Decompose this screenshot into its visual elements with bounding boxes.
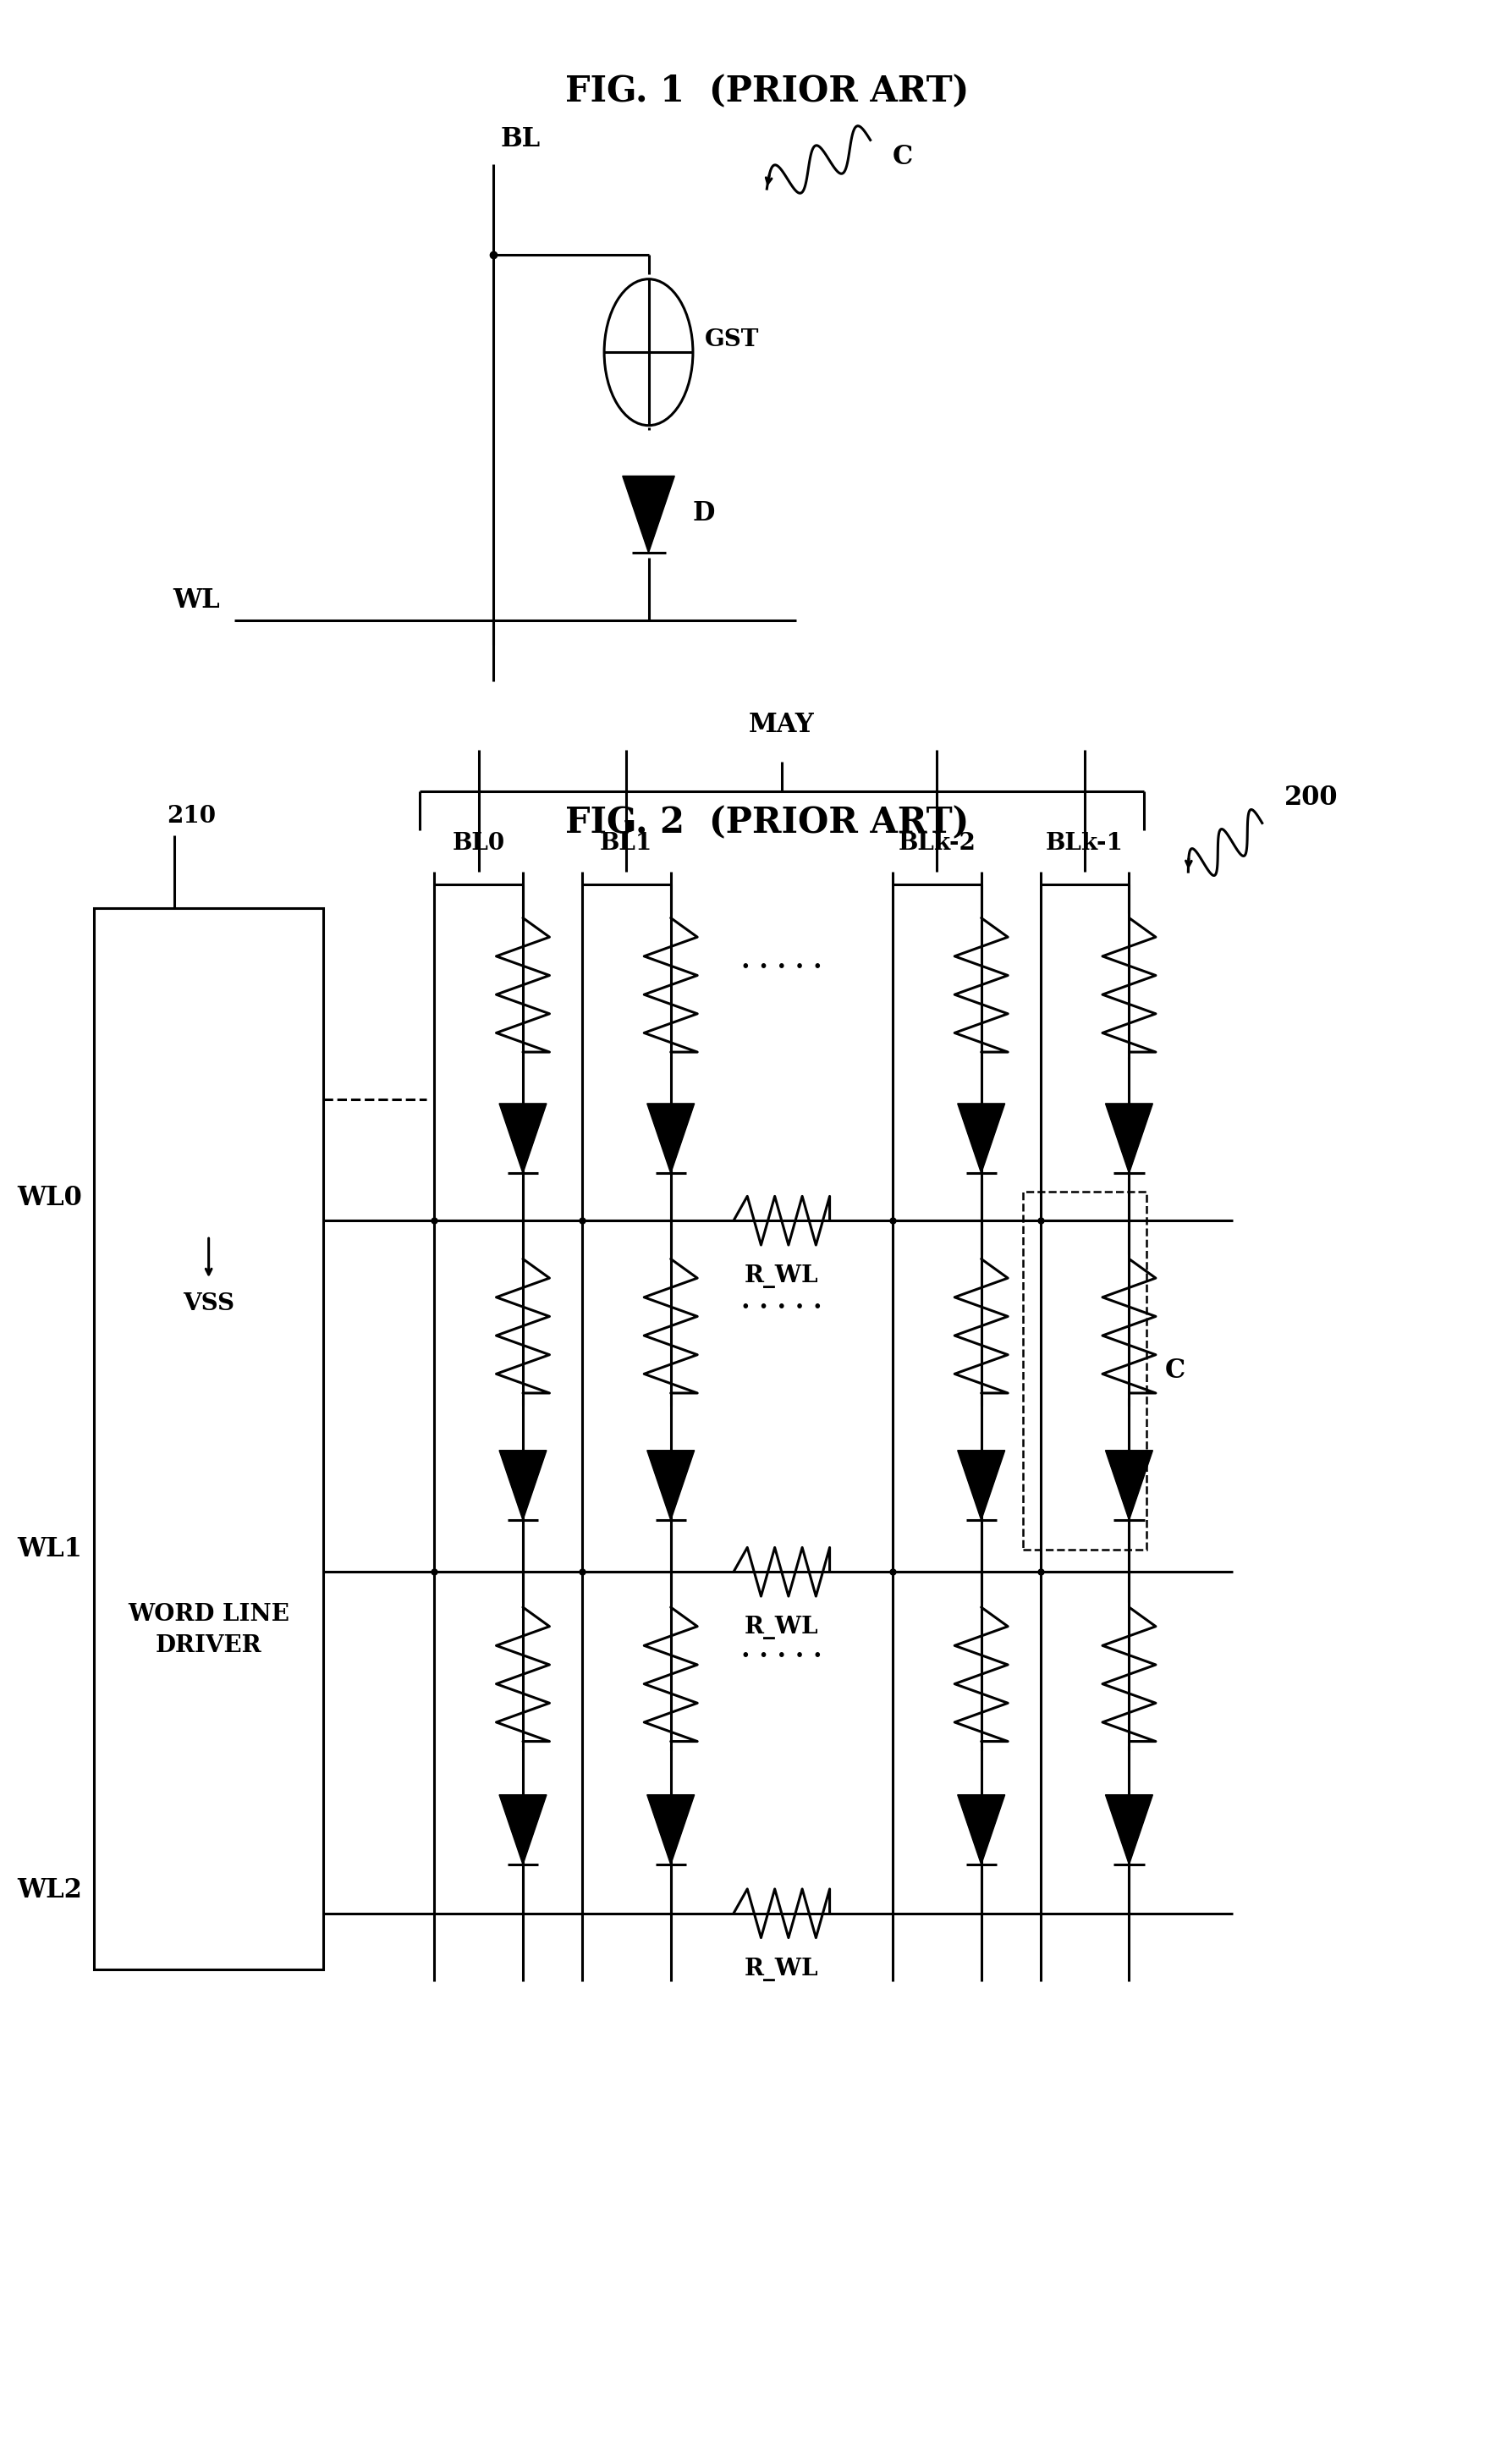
- Text: GST: GST: [705, 328, 759, 350]
- Text: FIG. 1  (PRIOR ART): FIG. 1 (PRIOR ART): [565, 74, 969, 108]
- Text: BL: BL: [500, 125, 541, 152]
- Polygon shape: [1105, 1103, 1152, 1174]
- Text: 200: 200: [1284, 784, 1338, 811]
- FancyBboxPatch shape: [94, 909, 324, 1971]
- Text: 210: 210: [166, 804, 216, 828]
- Text: . . . . .: . . . . .: [741, 1289, 823, 1314]
- Text: R_WL: R_WL: [744, 1265, 818, 1289]
- Text: WL1: WL1: [17, 1537, 82, 1561]
- Text: . . . . .: . . . . .: [741, 949, 823, 973]
- Text: FIG. 2  (PRIOR ART): FIG. 2 (PRIOR ART): [565, 806, 969, 841]
- Text: BLk-2: BLk-2: [898, 831, 975, 855]
- Text: BL1: BL1: [600, 831, 653, 855]
- Text: BL0: BL0: [452, 831, 505, 855]
- Polygon shape: [647, 1451, 694, 1520]
- Polygon shape: [957, 1103, 1005, 1174]
- Text: D: D: [692, 500, 715, 527]
- Polygon shape: [647, 1103, 694, 1174]
- Text: C: C: [1164, 1358, 1185, 1382]
- Polygon shape: [1105, 1451, 1152, 1520]
- Polygon shape: [957, 1794, 1005, 1865]
- Polygon shape: [499, 1103, 546, 1174]
- Text: WL: WL: [172, 586, 219, 613]
- Text: R_WL: R_WL: [744, 1615, 818, 1640]
- Text: C: C: [892, 145, 913, 169]
- Text: VSS: VSS: [183, 1292, 234, 1314]
- Text: BLk-1: BLk-1: [1046, 831, 1123, 855]
- Text: MAY: MAY: [748, 711, 815, 738]
- Text: WL0: WL0: [17, 1184, 82, 1211]
- Polygon shape: [957, 1451, 1005, 1520]
- Polygon shape: [499, 1794, 546, 1865]
- Polygon shape: [499, 1451, 546, 1520]
- Text: WL2: WL2: [17, 1877, 82, 1904]
- Polygon shape: [1105, 1794, 1152, 1865]
- Polygon shape: [623, 475, 674, 554]
- Text: R_WL: R_WL: [744, 1958, 818, 1980]
- Text: . . . . .: . . . . .: [741, 1637, 823, 1664]
- Text: WORD LINE
DRIVER: WORD LINE DRIVER: [129, 1603, 289, 1657]
- Polygon shape: [647, 1794, 694, 1865]
